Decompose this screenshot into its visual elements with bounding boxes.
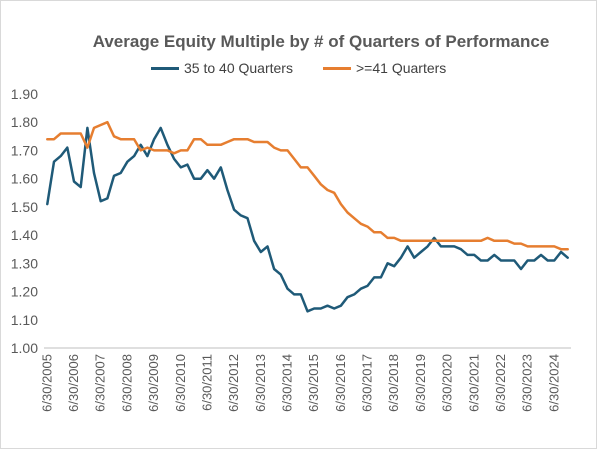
y-tick-label: 1.60 — [11, 171, 38, 187]
legend-swatch-series-2 — [323, 66, 351, 70]
legend-label-series-2: >=41 Quarters — [356, 60, 447, 76]
y-tick-label: 1.10 — [11, 312, 38, 328]
x-tick-label: 6/30/2011 — [199, 354, 214, 411]
y-tick-label: 1.00 — [11, 340, 38, 356]
y-tick-label: 1.70 — [11, 142, 38, 158]
legend-item-series-1: 35 to 40 Quarters — [151, 60, 293, 76]
y-tick-label: 1.80 — [11, 114, 38, 130]
x-tick-label: 6/30/2017 — [360, 354, 375, 412]
series-line-1 — [46, 126, 569, 313]
y-tick-label: 1.30 — [11, 255, 38, 271]
legend-label-series-1: 35 to 40 Quarters — [184, 60, 293, 76]
x-tick-label: 6/30/2015 — [306, 354, 321, 412]
x-tick-label: 6/30/2008 — [119, 354, 134, 412]
y-tick-label: 1.40 — [11, 227, 38, 243]
y-tick-label: 1.50 — [11, 199, 38, 215]
series-line-2 — [46, 120, 569, 251]
x-tick-label: 6/30/2019 — [413, 354, 428, 412]
x-tick-label: 6/30/2013 — [253, 354, 268, 412]
x-tick-label: 6/30/2005 — [39, 354, 54, 412]
y-tick-label: 1.90 — [11, 86, 38, 102]
x-tick-label: 6/30/2024 — [546, 354, 561, 412]
x-tick-label: 6/30/2016 — [333, 354, 348, 412]
x-tick-label: 6/30/2014 — [279, 354, 294, 412]
chart-title: Average Equity Multiple by # of Quarters… — [92, 32, 550, 51]
legend-swatch-series-1 — [151, 66, 179, 70]
y-tick-label: 1.20 — [11, 284, 38, 300]
x-tick-label: 6/30/2018 — [386, 354, 401, 412]
x-tick-label: 6/30/2020 — [440, 354, 455, 412]
x-tick-label: 6/30/2022 — [493, 354, 508, 412]
x-tick-label: 6/30/2021 — [466, 354, 481, 412]
chart-legend: 35 to 40 Quarters >=41 Quarters — [1, 60, 597, 80]
x-tick-label: 6/30/2010 — [173, 354, 188, 412]
legend-item-series-2: >=41 Quarters — [323, 60, 446, 76]
x-tick-label: 6/30/2023 — [520, 354, 535, 412]
x-tick-label: 6/30/2009 — [146, 354, 161, 412]
x-tick-label: 6/30/2007 — [93, 354, 108, 412]
x-tick-label: 6/30/2006 — [66, 354, 81, 412]
x-tick-label: 6/30/2012 — [226, 354, 241, 412]
